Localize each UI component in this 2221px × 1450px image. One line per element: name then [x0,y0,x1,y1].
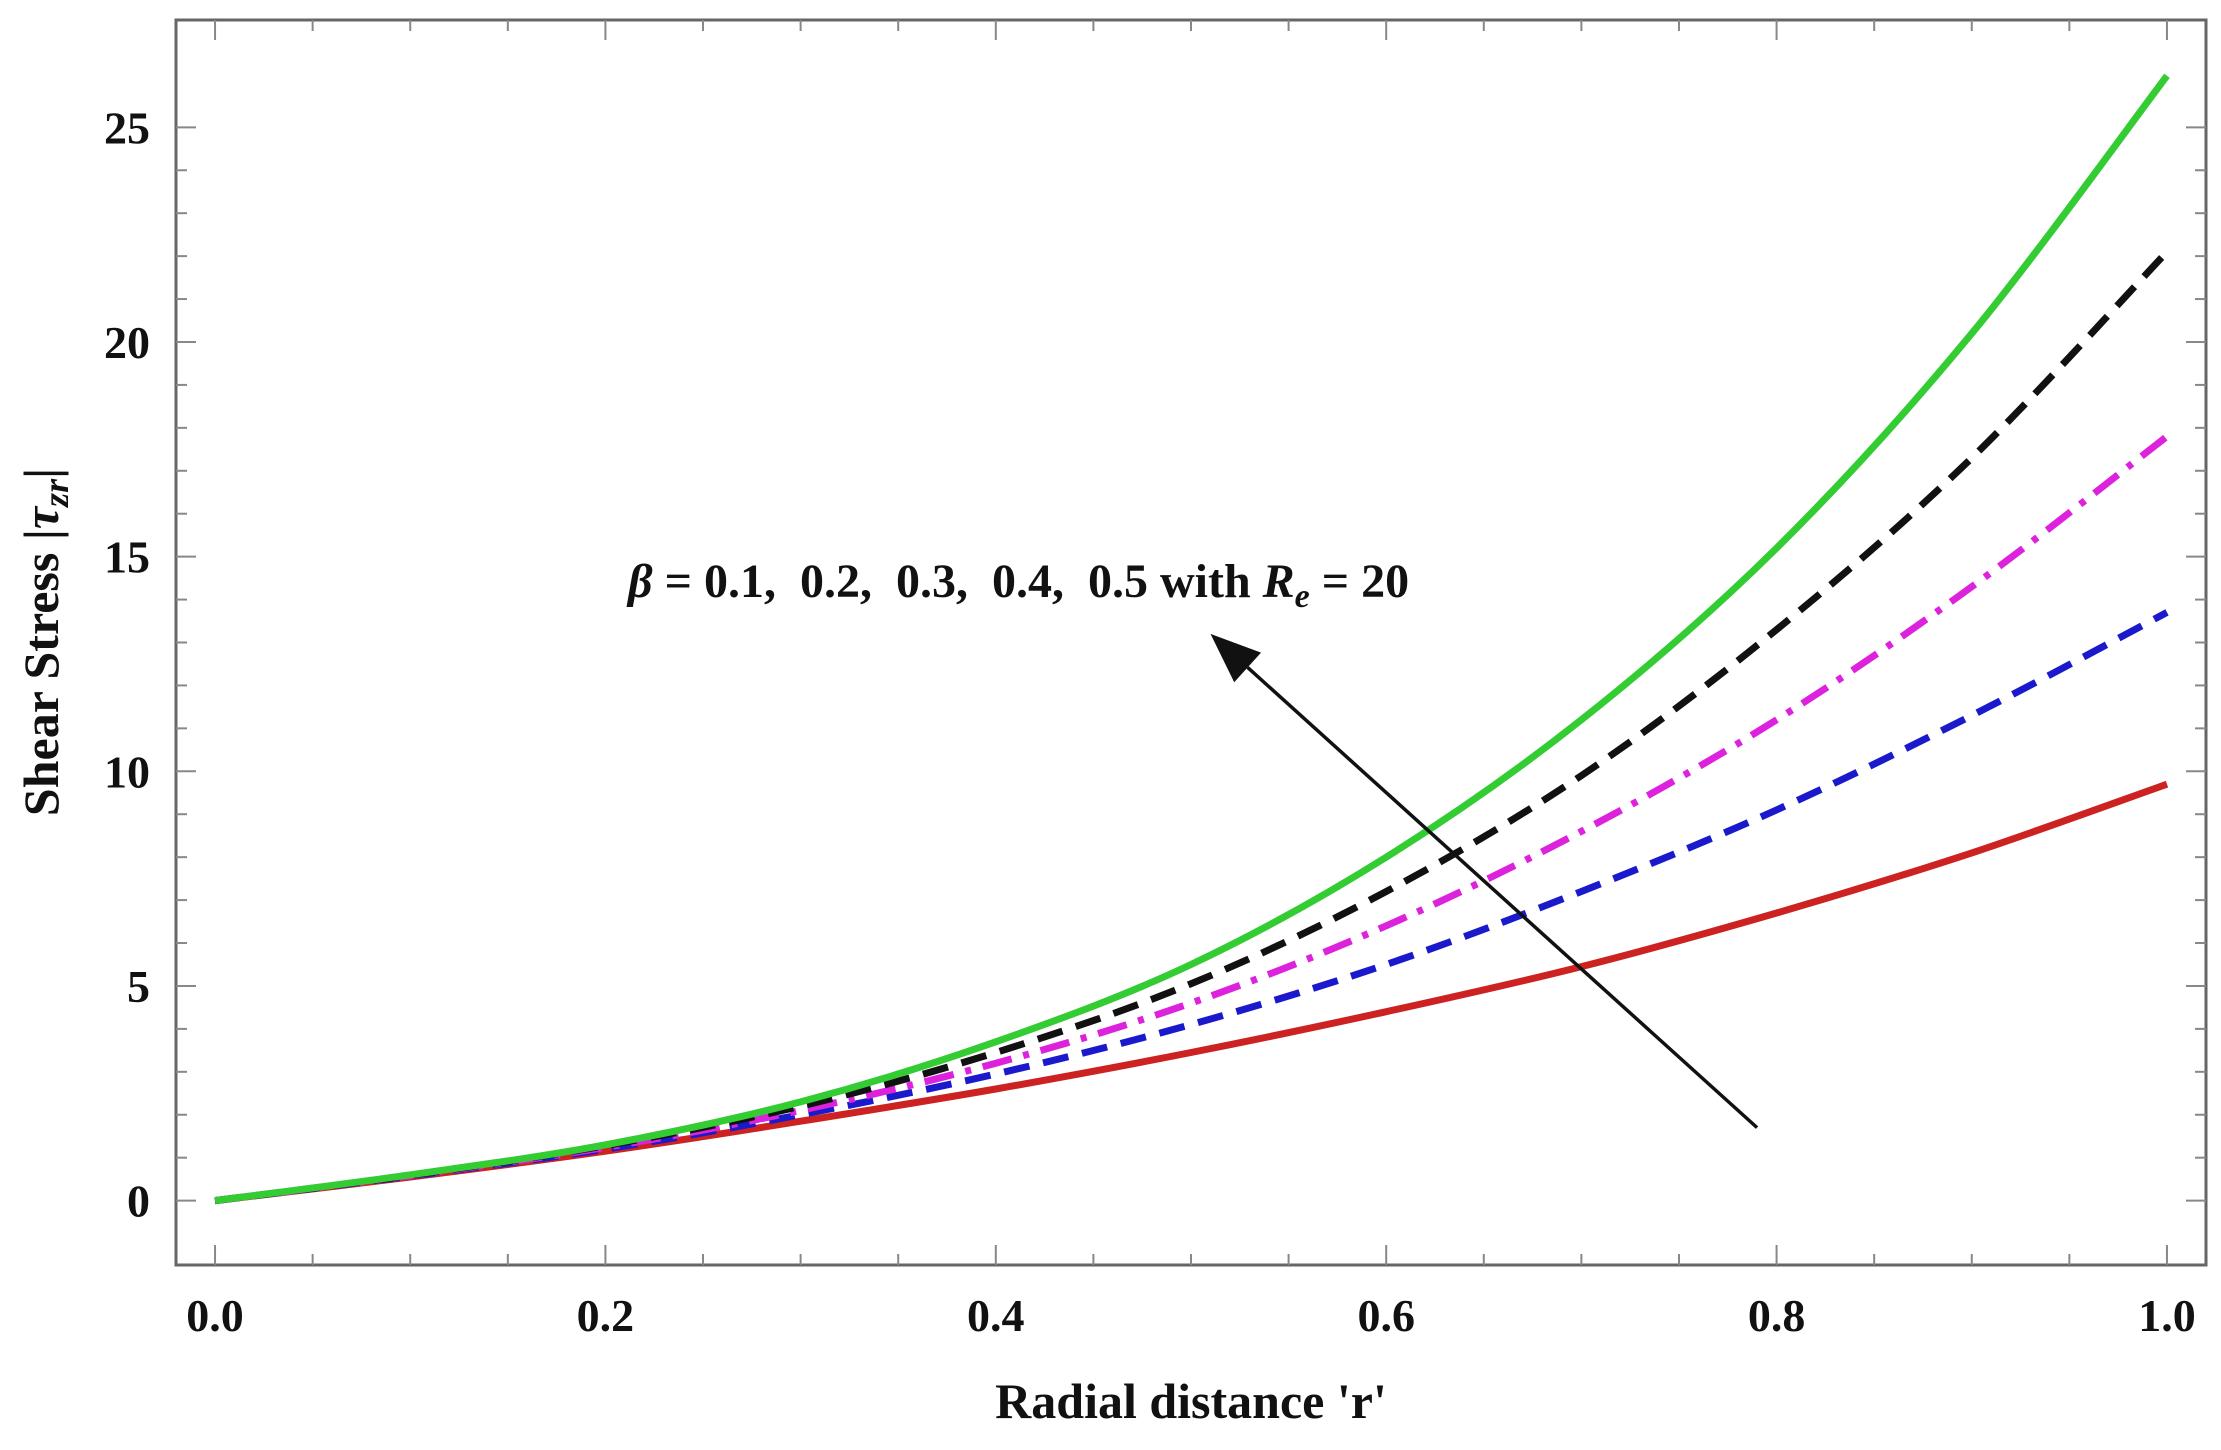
x-axis-label: Radial distance 'r' [995,1373,1387,1429]
annotation-with: with [1148,555,1263,608]
series-line-2 [214,609,2169,1205]
y-tick-label: 0 [127,1176,150,1227]
y-tick-label: 5 [127,961,150,1012]
annotation-re-subscript: e [1295,578,1310,615]
annotation-values: 0.1, 0.2, 0.3, 0.4, 0.5 [704,555,1148,608]
series-line-3 [214,433,2170,1205]
tick-labels: 0.0 0.2 0.4 0.6 0.8 1.0 0 5 10 15 20 25 [104,102,2196,1341]
annotation-beta: β [626,555,653,608]
y-axis-label-subscript: zr [36,478,76,509]
y-axis-label-text: Shear Stress [13,553,69,816]
plot-frame [174,18,2208,1267]
arrow-head [1210,633,1262,683]
x-tick-label: 0.2 [577,1290,635,1341]
arrow-shaft [1246,666,1759,1129]
x-tick-label: 0.0 [186,1290,244,1341]
x-tick-label: 1.0 [2138,1290,2196,1341]
annotation-re-symbol: R [1262,555,1295,608]
y-tick-label: 10 [104,746,150,797]
x-tick-label: 0.6 [1357,1290,1415,1341]
annotation-equals: = [653,555,704,608]
y-tick-label: 20 [104,317,150,368]
x-tick-label: 0.8 [1748,1290,1806,1341]
annotation-re-value: = 20 [1310,555,1409,608]
y-tick-label: 15 [104,532,150,583]
y-axis-label: Shear Stress |τzr| [13,468,76,816]
y-tick-label: 25 [104,102,150,153]
y-axis-label-bar-right: | [13,468,69,479]
annotation-label: β = 0.1, 0.2, 0.3, 0.4, 0.5 with Re = 20 [626,555,1409,615]
axis-ticks [176,20,2206,1265]
annotation-arrow [1210,633,1759,1129]
series-line-5 [214,73,2170,1205]
series-layer [214,73,2170,1205]
series-line-4 [214,249,2170,1205]
x-tick-label: 0.4 [967,1290,1025,1341]
series-line-1 [214,780,2169,1205]
y-axis-label-tau: τ [13,505,69,529]
y-axis-label-bar-left: | [13,529,69,553]
